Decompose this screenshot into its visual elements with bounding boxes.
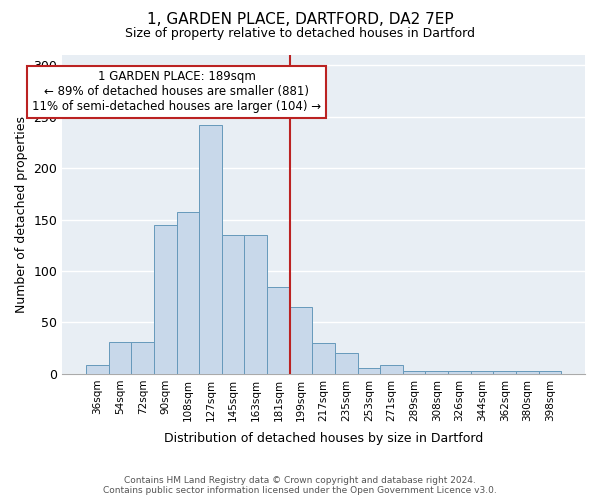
Bar xyxy=(539,371,561,374)
Text: 1, GARDEN PLACE, DARTFORD, DA2 7EP: 1, GARDEN PLACE, DARTFORD, DA2 7EP xyxy=(146,12,454,28)
Bar xyxy=(358,368,380,374)
Bar xyxy=(176,212,199,374)
Bar xyxy=(493,371,516,374)
Text: 1 GARDEN PLACE: 189sqm
← 89% of detached houses are smaller (881)
11% of semi-de: 1 GARDEN PLACE: 189sqm ← 89% of detached… xyxy=(32,70,321,114)
Bar xyxy=(471,371,493,374)
Bar xyxy=(267,288,290,374)
Bar xyxy=(154,224,176,374)
Bar xyxy=(244,235,267,374)
Bar xyxy=(86,364,109,374)
Bar xyxy=(199,125,222,374)
Bar xyxy=(425,371,448,374)
Text: Size of property relative to detached houses in Dartford: Size of property relative to detached ho… xyxy=(125,28,475,40)
Y-axis label: Number of detached properties: Number of detached properties xyxy=(15,116,28,313)
Bar xyxy=(222,235,244,374)
X-axis label: Distribution of detached houses by size in Dartford: Distribution of detached houses by size … xyxy=(164,432,483,445)
Bar xyxy=(335,354,358,374)
Bar xyxy=(516,371,539,374)
Bar xyxy=(109,342,131,374)
Text: Contains HM Land Registry data © Crown copyright and database right 2024.
Contai: Contains HM Land Registry data © Crown c… xyxy=(103,476,497,495)
Bar xyxy=(313,343,335,374)
Bar xyxy=(448,371,471,374)
Bar xyxy=(403,371,425,374)
Bar xyxy=(380,364,403,374)
Bar xyxy=(131,342,154,374)
Bar xyxy=(290,307,313,374)
